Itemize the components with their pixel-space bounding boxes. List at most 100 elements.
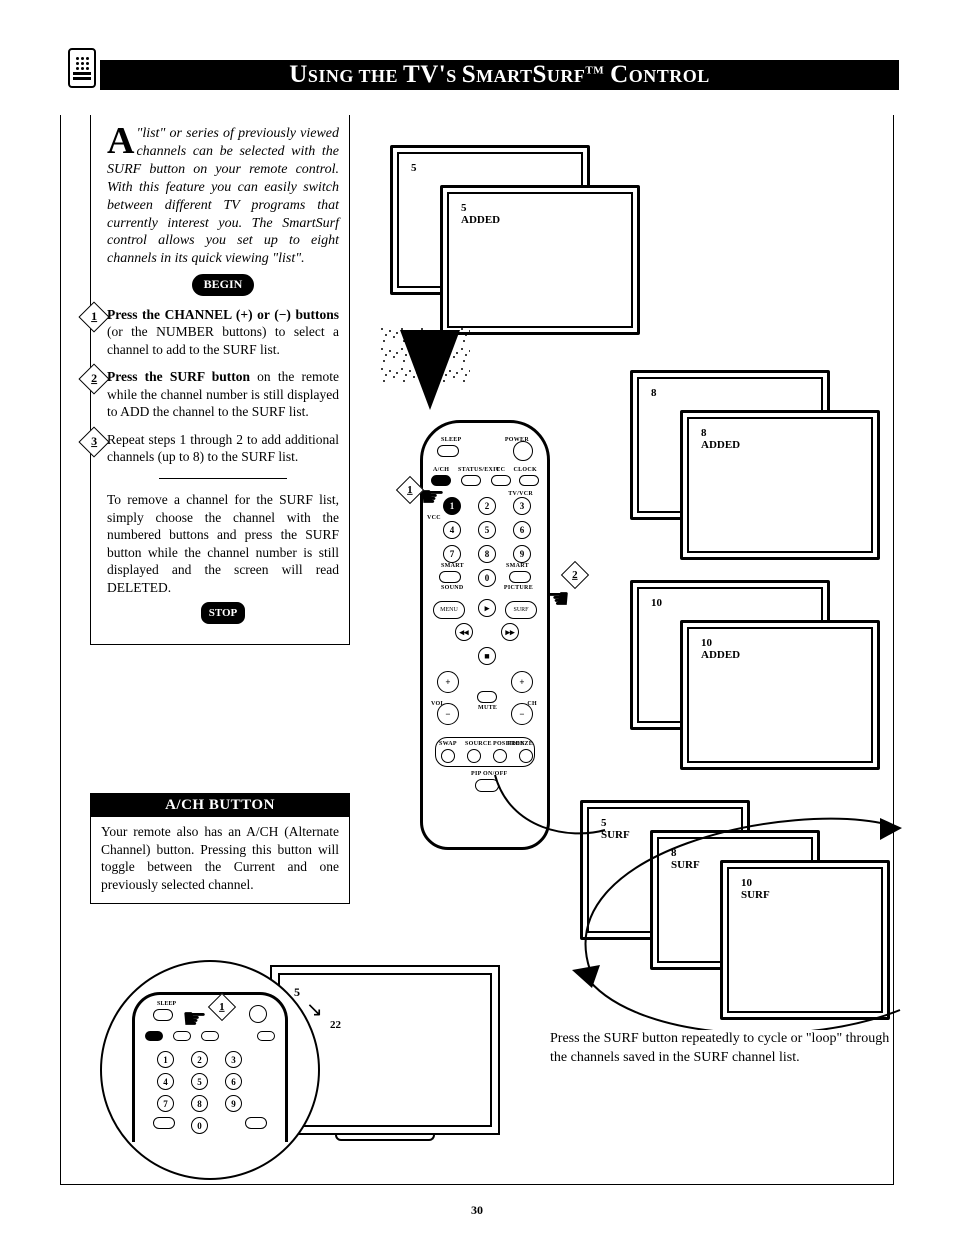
mini-smart-r[interactable] bbox=[245, 1117, 267, 1129]
mini-hand-icon: ☚ bbox=[182, 1002, 207, 1036]
smart-sound[interactable] bbox=[439, 571, 461, 583]
remove-note: To remove a channel for the SURF list, s… bbox=[107, 491, 339, 596]
source-button[interactable] bbox=[467, 749, 481, 763]
tv-b2-label: 8 ADDED bbox=[701, 427, 740, 451]
menu-button[interactable]: MENU bbox=[433, 601, 465, 619]
power-button[interactable] bbox=[513, 441, 533, 461]
label-clock: CLOCK bbox=[513, 467, 537, 473]
step-1-lead: Press the CHANNEL (+) or (−) buttons bbox=[107, 307, 339, 322]
freeze-button[interactable] bbox=[519, 749, 533, 763]
step-2: 2 Press the SURF button on the remote wh… bbox=[107, 368, 339, 421]
mini-9[interactable]: 9 bbox=[225, 1095, 242, 1112]
num-7[interactable]: 7 bbox=[443, 545, 461, 563]
tv-b1-label: 8 bbox=[651, 387, 657, 399]
tv-d2-label: 8 SURF bbox=[671, 847, 700, 871]
ach-heading: A/CH BUTTON bbox=[91, 794, 349, 817]
mini-label-sleep: SLEEP bbox=[157, 1001, 176, 1007]
instructions-box: A "list" or series of previously viewed … bbox=[90, 115, 350, 645]
label-freeze: FREEZE bbox=[507, 741, 533, 747]
tv-c2: 10 ADDED bbox=[680, 620, 880, 770]
dpad-right[interactable]: ▸▸ bbox=[501, 623, 519, 641]
mini-remote: SLEEP 1 2 3 4 5 6 7 8 9 0 1 ☚ bbox=[100, 960, 320, 1180]
label-mute: MUTE bbox=[478, 705, 497, 711]
surf-button[interactable]: SURF bbox=[505, 601, 537, 619]
intro-paragraph: A "list" or series of previously viewed … bbox=[107, 125, 339, 268]
step-3-text: Repeat steps 1 through 2 to add addition… bbox=[107, 432, 339, 465]
intro-text: "list" or series of previously viewed ch… bbox=[107, 126, 339, 266]
label-source: SOURCE bbox=[465, 741, 492, 747]
sleep-button[interactable] bbox=[437, 445, 459, 457]
step-1-text: (or the NUMBER buttons) to select a chan… bbox=[107, 324, 339, 357]
mini-5[interactable]: 5 bbox=[191, 1073, 208, 1090]
tv-a2-label: 5 ADDED bbox=[461, 202, 500, 226]
num-1[interactable]: 1 bbox=[443, 497, 461, 515]
label-vcc: VCC bbox=[427, 515, 441, 521]
mini-3[interactable]: 3 bbox=[225, 1051, 242, 1068]
num-0[interactable]: 0 bbox=[478, 569, 496, 587]
mini-smart-l[interactable] bbox=[153, 1117, 175, 1129]
mini-tv-ch2: 22 bbox=[330, 1019, 341, 1031]
tv-a1-label: 5 bbox=[411, 162, 417, 174]
mini-ach[interactable] bbox=[145, 1031, 163, 1041]
mini-power[interactable] bbox=[249, 1005, 267, 1023]
tv-c2-label: 10 ADDED bbox=[701, 637, 740, 661]
ch-up[interactable]: + bbox=[511, 671, 533, 693]
label-cc: CC bbox=[496, 467, 505, 473]
tv-d3: 10 SURF bbox=[720, 860, 890, 1020]
vol-up[interactable]: + bbox=[437, 671, 459, 693]
dpad-stop[interactable]: ■ bbox=[478, 647, 496, 665]
begin-label: BEGIN bbox=[192, 274, 255, 295]
label-status: STATUS/EXIT bbox=[458, 467, 500, 473]
ach-button-box: A/CH BUTTON Your remote also has an A/CH… bbox=[90, 793, 350, 904]
downward-arrow-icon bbox=[390, 330, 470, 420]
mini-4[interactable]: 4 bbox=[157, 1073, 174, 1090]
label-swap: SWAP bbox=[439, 741, 457, 747]
dpad-left[interactable]: ◂◂ bbox=[455, 623, 473, 641]
swap-button[interactable] bbox=[441, 749, 455, 763]
manual-page-icon bbox=[68, 48, 96, 88]
page-title: USING THE TV'S SMARTSURFTM CONTROL bbox=[100, 60, 899, 90]
step-3: 3 Repeat steps 1 through 2 to add additi… bbox=[107, 431, 339, 466]
num-8[interactable]: 8 bbox=[478, 545, 496, 563]
status-button[interactable] bbox=[461, 475, 481, 486]
pointing-hand-icon-2: ☚ bbox=[545, 582, 570, 616]
num-2[interactable]: 2 bbox=[478, 497, 496, 515]
down-arrow-icon: ↘ bbox=[306, 997, 323, 1022]
label-sleep: SLEEP bbox=[441, 437, 462, 443]
num-6[interactable]: 6 bbox=[513, 521, 531, 539]
ch-down[interactable]: − bbox=[511, 703, 533, 725]
tv-b2: 8 ADDED bbox=[680, 410, 880, 560]
step-2-lead: Press the SURF button bbox=[107, 369, 250, 384]
mini-clock[interactable] bbox=[257, 1031, 275, 1041]
pointing-hand-icon: ☚ bbox=[420, 480, 445, 514]
num-9[interactable]: 9 bbox=[513, 545, 531, 563]
tv-c1-label: 10 bbox=[651, 597, 662, 609]
label-ach: A/CH bbox=[433, 467, 449, 473]
tv-d3-label: 10 SURF bbox=[741, 877, 770, 901]
connector-curve-icon bbox=[490, 770, 610, 850]
mute-button[interactable] bbox=[477, 691, 497, 703]
tv-a2: 5 ADDED bbox=[440, 185, 640, 335]
cc-button[interactable] bbox=[491, 475, 511, 486]
mini-8[interactable]: 8 bbox=[191, 1095, 208, 1112]
mini-1[interactable]: 1 bbox=[157, 1051, 174, 1068]
label-picture: PICTURE bbox=[504, 585, 533, 591]
smart-picture[interactable] bbox=[509, 571, 531, 583]
position-button[interactable] bbox=[493, 749, 507, 763]
mini-7[interactable]: 7 bbox=[157, 1095, 174, 1112]
stop-label: STOP bbox=[201, 602, 246, 624]
vol-down[interactable]: − bbox=[437, 703, 459, 725]
num-3[interactable]: 3 bbox=[513, 497, 531, 515]
dpad-up[interactable]: ▸ bbox=[478, 599, 496, 617]
mini-2[interactable]: 2 bbox=[191, 1051, 208, 1068]
label-smart-r: SMART bbox=[506, 563, 529, 569]
label-smart-l: SMART bbox=[441, 563, 464, 569]
mini-sleep[interactable] bbox=[153, 1009, 173, 1021]
num-5[interactable]: 5 bbox=[478, 521, 496, 539]
mini-0[interactable]: 0 bbox=[191, 1117, 208, 1134]
clock-button[interactable] bbox=[519, 475, 539, 486]
mini-6[interactable]: 6 bbox=[225, 1073, 242, 1090]
mini-tv-ch1: 5 bbox=[294, 985, 300, 1000]
num-4[interactable]: 4 bbox=[443, 521, 461, 539]
tv-stand bbox=[335, 1133, 435, 1141]
